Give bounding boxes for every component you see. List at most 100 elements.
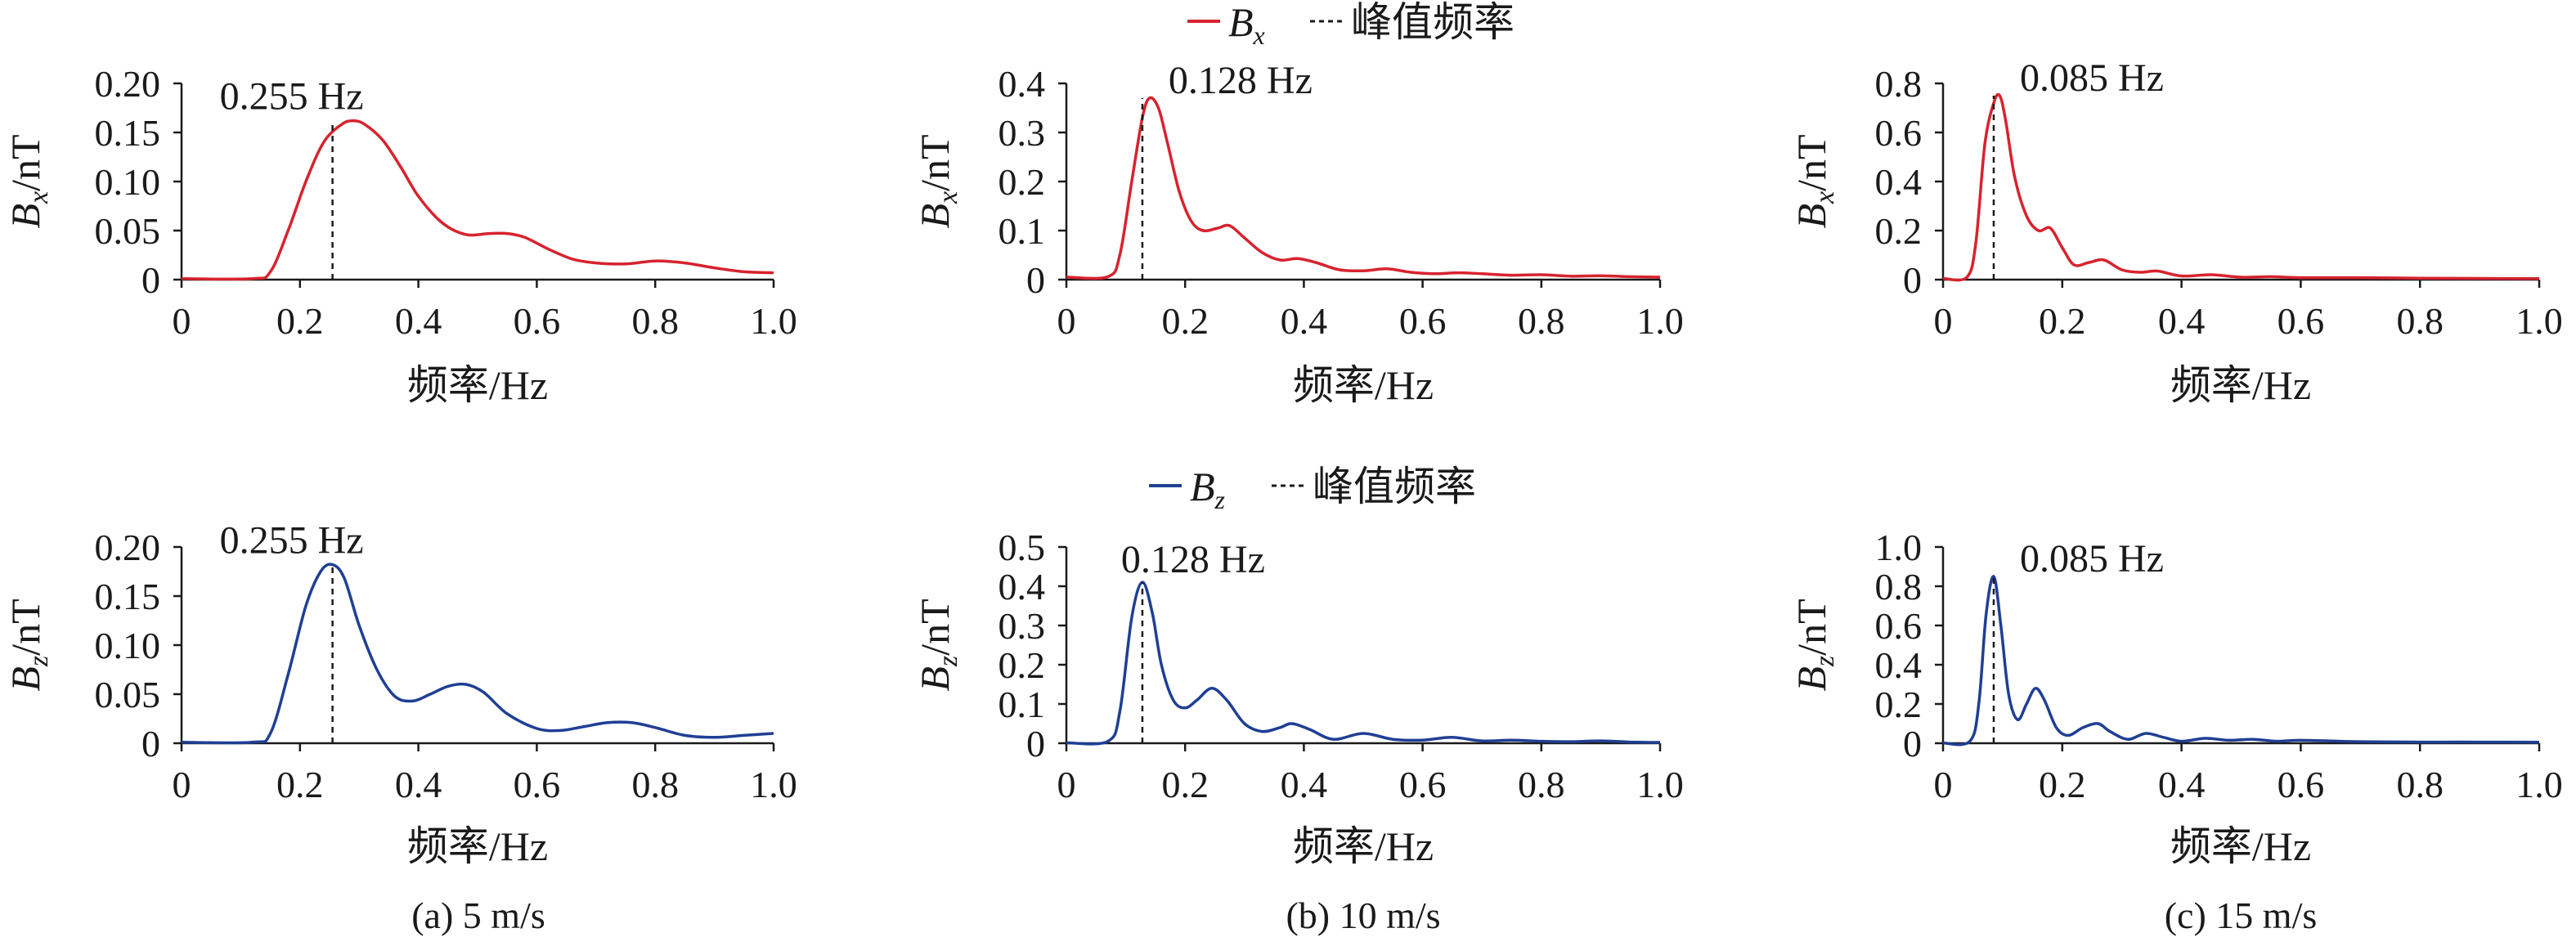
- y-axis-label: Bx/nT: [1788, 134, 1840, 228]
- panel-b-bz: 0 0.2 0.4 0.6 0.8 1.000.10.20.30.40.5频率/HzBz/…: [912, 527, 1684, 869]
- x-tick-label: 0.8: [631, 764, 679, 805]
- x-tick-label: 1.0: [1636, 300, 1684, 342]
- y-tick-label: 0.2: [1875, 684, 1923, 725]
- legend-bz-label: Bz: [1190, 464, 1226, 514]
- peak-frequency-label: 0.255 Hz: [220, 75, 364, 119]
- y-tick-label: 0.4: [1875, 644, 1923, 686]
- caption-c: (c) 15 m/s: [2165, 894, 2318, 936]
- x-tick-label: 0: [173, 300, 191, 342]
- y-tick-label: 0.20: [95, 63, 161, 105]
- y-axis-label-unit: /nT: [2, 134, 48, 191]
- y-tick-label: 0.6: [1875, 112, 1923, 154]
- panel-a-bx: 0 0.2 0.4 0.6 0.8 1.0 0 0.05 0.10 0.15 0.20 频率/Hz Bx…: [2, 63, 797, 408]
- y-axis-label-symbol: B: [912, 666, 958, 692]
- panel-b-bx: 0 0.2 0.4 0.6 0.8 1.0 0 0.1 0.2 0.3 0.4 频率/Hz Bx/nT 0…: [912, 59, 1684, 408]
- y-tick-label: 0.1: [999, 684, 1046, 725]
- x-tick-label: 1.0: [2515, 300, 2563, 342]
- x-tick-label: 0.6: [514, 300, 561, 342]
- y-axis-label-unit: /nT: [1788, 134, 1834, 191]
- y-axis-label-symbol: B: [2, 204, 48, 229]
- y-tick-label: 1.0: [1875, 527, 1923, 568]
- y-tick-label: 0.8: [1875, 566, 1923, 608]
- caption-b: (b) 10 m/s: [1286, 894, 1440, 936]
- legend-bz-sub: z: [1214, 485, 1226, 514]
- panel-c-bz: 0 0.2 0.4 0.6 0.8 1.000.20.40.60.81.0频率/HzBz/…: [1788, 527, 2563, 869]
- y-axis-label: Bz/nT: [912, 599, 963, 691]
- y-tick-label: 0.05: [95, 210, 161, 252]
- y-tick-label: 0.4: [1875, 161, 1923, 203]
- y-tick-label: 0.2: [999, 161, 1046, 203]
- y-axis-label-unit: /nT: [912, 134, 958, 191]
- y-tick-label: 0.5: [999, 527, 1046, 568]
- caption-a: (a) 5 m/s: [411, 894, 545, 936]
- y-tick-label: 0.1: [999, 210, 1046, 252]
- y-tick-label: 0.20: [95, 527, 161, 568]
- x-tick-label: 0.2: [2039, 764, 2086, 805]
- y-tick-label: 0.10: [95, 625, 161, 666]
- x-tick-label: 0.6: [1399, 764, 1447, 805]
- y-axis-label-symbol: B: [2, 666, 48, 692]
- x-tick-label: 0.6: [1399, 300, 1447, 342]
- x-axis-label: 频率/Hz: [1293, 823, 1434, 869]
- y-axis-label: Bz/nT: [2, 599, 54, 691]
- x-tick-label: 0.4: [1281, 764, 1328, 805]
- y-axis-label-unit: /nT: [1788, 599, 1834, 655]
- y-tick-label: 0.10: [95, 161, 161, 203]
- y-axis-label-subscript: z: [24, 656, 54, 667]
- y-tick-label: 0.2: [999, 644, 1046, 686]
- y-tick-label: 0.4: [999, 566, 1046, 608]
- spectrum-line: [1942, 575, 2540, 746]
- legend-bx-peak-label: 峰值频率: [1351, 0, 1515, 45]
- peak-frequency-label: 0.085 Hz: [2020, 56, 2164, 100]
- x-tick-label: 0.6: [514, 764, 561, 805]
- y-axis-label: Bx/nT: [912, 134, 963, 228]
- x-tick-label: 0.6: [2278, 764, 2325, 805]
- spectrum-line: [1066, 581, 1661, 746]
- y-tick-label: 0.8: [1875, 63, 1923, 105]
- y-tick-label: 0.2: [1875, 210, 1923, 252]
- y-tick-label: 0: [1903, 259, 1922, 301]
- x-tick-label: 0.4: [395, 300, 442, 342]
- y-axis-label-subscript: x: [1810, 191, 1840, 204]
- y-tick-label: 0.15: [95, 576, 161, 617]
- y-axis-label-subscript: z: [1810, 656, 1840, 667]
- x-tick-label: 1.0: [1636, 764, 1684, 805]
- x-tick-label: 0.2: [276, 764, 324, 805]
- panel-c-bx: 0 0.2 0.4 0.6 0.8 1.0 0 0.2 0.4 0.6 0.8 频率/Hz Bx/nT 0…: [1788, 56, 2563, 408]
- y-tick-label: 0.3: [999, 605, 1046, 647]
- x-tick-label: 0.8: [2396, 764, 2444, 805]
- y-axis-label-subscript: x: [933, 191, 963, 204]
- y-axis-label-subscript: x: [24, 191, 54, 204]
- y-tick-label: 0: [1903, 723, 1922, 764]
- y-axis-label: Bz/nT: [1788, 599, 1840, 691]
- legend-bx-sub: x: [1253, 20, 1265, 50]
- spectrum-line: [181, 563, 774, 745]
- x-axis-label: 频率/Hz: [1293, 362, 1434, 408]
- y-tick-label: 0.4: [999, 63, 1046, 105]
- x-tick-label: 0.8: [2396, 300, 2444, 342]
- x-tick-label: 0.8: [1518, 300, 1565, 342]
- y-tick-label: 0.15: [95, 112, 161, 154]
- legend-bz-main: B: [1190, 464, 1215, 509]
- x-tick-label: 0: [1057, 764, 1076, 805]
- x-tick-label: 0.4: [395, 764, 442, 805]
- y-axis-label-symbol: B: [1788, 204, 1834, 229]
- spectrum-line: [1066, 96, 1661, 280]
- y-tick-label: 0.6: [1875, 605, 1923, 647]
- spectrum-line: [181, 119, 774, 281]
- y-axis-label-symbol: B: [1788, 666, 1834, 692]
- spectrum-line: [1942, 92, 2540, 282]
- legend-bz-peak-label: 峰值频率: [1313, 464, 1476, 509]
- x-tick-label: 0.4: [2158, 764, 2206, 805]
- peak-frequency-label: 0.128 Hz: [1169, 59, 1313, 102]
- y-tick-label: 0: [141, 723, 160, 764]
- x-tick-label: 0: [1934, 300, 1953, 342]
- y-tick-label: 0: [1026, 723, 1045, 764]
- y-tick-label: 0.3: [999, 112, 1046, 154]
- peak-frequency-label: 0.085 Hz: [2020, 537, 2164, 581]
- x-tick-label: 1.0: [750, 764, 797, 805]
- y-axis-label: Bx/nT: [2, 134, 54, 228]
- panel-a-bz: 0 0.2 0.4 0.6 0.8 1.0 0 0.05 0.10 0.15 0.20 频率/Hz Bz…: [2, 519, 797, 869]
- x-tick-label: 0.4: [2158, 300, 2206, 342]
